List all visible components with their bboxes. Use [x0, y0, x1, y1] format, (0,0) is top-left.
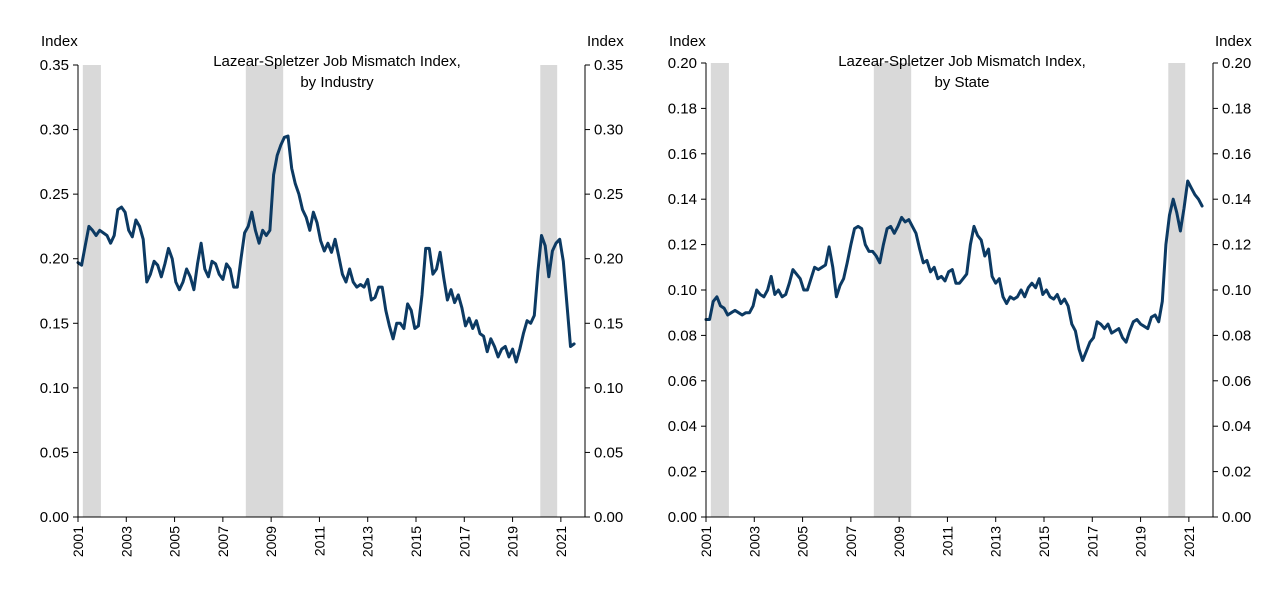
x-tick-label: 2009 [263, 526, 279, 557]
x-tick-label: 2007 [215, 526, 231, 557]
x-tick-label: 2013 [360, 526, 376, 557]
recession-band-1 [245, 65, 284, 517]
y-tick-label-right: 0.10 [1222, 282, 1251, 299]
y-tick-label-right: 0.30 [594, 122, 623, 139]
x-tick-label: 2011 [939, 526, 955, 556]
y-tick-label-right: 0.25 [594, 186, 623, 203]
y-tick-label-right: 0.00 [594, 509, 623, 526]
x-tick-label: 2001 [70, 526, 86, 557]
axes: 0.00 0.00 0.05 0.05 0.10 0.10 0.15 0.15 0.20 0.20… [40, 57, 623, 557]
y-tick-label-left: 0.10 [40, 380, 69, 397]
y-tick-label-left: 0.00 [40, 509, 69, 526]
left-axis-unit-label: Index [41, 33, 78, 50]
right-axis-unit-label: Index [1215, 33, 1252, 50]
y-tick-label-right: 0.00 [1222, 509, 1251, 526]
recession-band-0 [710, 63, 729, 517]
x-tick-label: 2019 [505, 526, 521, 557]
x-tick-label: 2019 [1133, 526, 1149, 557]
y-tick-label-right: 0.20 [594, 251, 623, 268]
recession-band-2 [540, 65, 558, 517]
y-tick-label-right: 0.35 [594, 57, 623, 74]
x-tick-label: 2021 [1181, 526, 1197, 557]
y-tick-label-right: 0.10 [594, 380, 623, 397]
y-tick-label-right: 0.05 [594, 444, 623, 461]
chart-title: Lazear-Spletzer Job Mismatch Index, [213, 53, 461, 70]
x-tick-label: 2009 [891, 526, 907, 557]
y-tick-label-right: 0.16 [1222, 146, 1251, 163]
y-tick-label-left: 0.15 [40, 315, 69, 332]
y-tick-label-right: 0.20 [1222, 55, 1251, 72]
recession-band-1 [873, 63, 912, 517]
y-tick-label-left: 0.12 [668, 237, 697, 254]
chart-subtitle: by State [934, 74, 989, 91]
chart-title: Lazear-Spletzer Job Mismatch Index, [838, 53, 1086, 70]
x-tick-label: 2003 [118, 526, 134, 557]
y-tick-label-left: 0.14 [668, 191, 697, 208]
y-tick-label-left: 0.30 [40, 122, 69, 139]
mismatch-index-line-state [704, 179, 1204, 362]
chart-subtitle: by Industry [300, 74, 374, 91]
right-axis-unit-label: Index [587, 33, 624, 50]
y-tick-label-left: 0.20 [40, 251, 69, 268]
mismatch-index-line-industry [76, 134, 576, 364]
y-tick-label-left: 0.18 [668, 100, 697, 117]
y-tick-label-left: 0.06 [668, 373, 697, 390]
left-axis-unit-label: Index [669, 33, 706, 50]
axes: 0.00 0.00 0.02 0.02 0.04 0.04 0.06 0.06 0.08 0.08… [668, 55, 1251, 557]
y-tick-label-left: 0.04 [668, 418, 697, 435]
y-tick-label-left: 0.10 [668, 282, 697, 299]
x-tick-label: 2021 [553, 526, 569, 557]
recession-bands [710, 63, 1186, 517]
chart-state: 0.00 0.00 0.02 0.02 0.04 0.04 0.06 0.06 0.08 0.08… [668, 33, 1252, 557]
y-tick-label-left: 0.16 [668, 146, 697, 163]
y-tick-label-right: 0.02 [1222, 464, 1251, 481]
x-tick-label: 2001 [698, 526, 714, 557]
y-tick-label-left: 0.25 [40, 186, 69, 203]
x-tick-label: 2017 [456, 526, 472, 557]
recession-bands [82, 65, 558, 517]
y-tick-label-left: 0.02 [668, 464, 697, 481]
x-tick-label: 2017 [1084, 526, 1100, 557]
y-tick-label-right: 0.14 [1222, 191, 1251, 208]
y-tick-label-right: 0.18 [1222, 100, 1251, 117]
y-tick-label-right: 0.15 [594, 315, 623, 332]
y-tick-label-right: 0.12 [1222, 237, 1251, 254]
y-tick-label-left: 0.08 [668, 327, 697, 344]
y-tick-label-left: 0.35 [40, 57, 69, 74]
x-tick-label: 2013 [988, 526, 1004, 557]
x-tick-label: 2015 [1036, 526, 1052, 557]
y-tick-label-right: 0.06 [1222, 373, 1251, 390]
x-tick-label: 2011 [311, 526, 327, 556]
y-tick-label-right: 0.04 [1222, 418, 1251, 435]
x-tick-label: 2003 [746, 526, 762, 557]
chart-industry: 0.00 0.00 0.05 0.05 0.10 0.10 0.15 0.15 0.20 0.20… [40, 33, 624, 557]
x-tick-label: 2007 [843, 526, 859, 557]
x-tick-label: 2005 [795, 526, 811, 557]
recession-band-0 [82, 65, 101, 517]
recession-band-2 [1168, 63, 1186, 517]
x-tick-label: 2015 [408, 526, 424, 557]
x-tick-label: 2005 [167, 526, 183, 557]
y-tick-label-left: 0.05 [40, 444, 69, 461]
y-tick-label-left: 0.00 [668, 509, 697, 526]
y-tick-label-left: 0.20 [668, 55, 697, 72]
y-tick-label-right: 0.08 [1222, 327, 1251, 344]
